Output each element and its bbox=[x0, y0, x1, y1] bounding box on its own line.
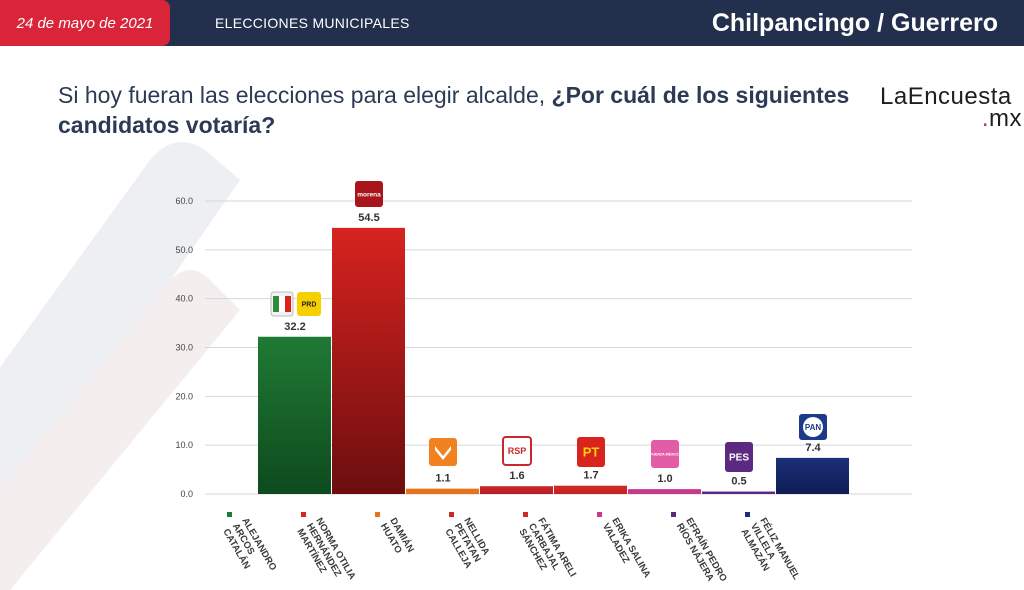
section-label: ELECCIONES MUNICIPALES bbox=[215, 15, 410, 31]
y-tick-label: 40.0 bbox=[175, 294, 193, 304]
x-axis-label: FÁTIMA ARELICARBAJALSÁNCHEZ bbox=[516, 516, 578, 589]
date-badge: 24 de mayo de 2021 bbox=[0, 0, 170, 46]
pt-logo: PT bbox=[577, 437, 605, 467]
legend-marker bbox=[301, 512, 306, 517]
legend-marker bbox=[227, 512, 232, 517]
party-logos: PRD morena RSP PT FUERZA MÉXICO PES PAN bbox=[270, 181, 827, 472]
svg-text:PES: PES bbox=[729, 453, 749, 464]
brand-tld: mx bbox=[989, 105, 1022, 132]
svg-text:PRD: PRD bbox=[302, 302, 317, 309]
x-axis-label: DAMIÁNHUATO bbox=[378, 516, 416, 560]
morena-logo: morena bbox=[355, 181, 383, 207]
top-bar: 24 de mayo de 2021 ELECCIONES MUNICIPALE… bbox=[0, 0, 1024, 46]
y-tick-label: 30.0 bbox=[175, 343, 193, 353]
svg-text:PAN: PAN bbox=[805, 423, 822, 432]
value-label: 1.7 bbox=[583, 470, 598, 482]
bars bbox=[258, 227, 849, 494]
fxm-logo: FUERZA MÉXICO bbox=[650, 440, 680, 468]
value-labels: 32.2 54.5 1.1 1.6 1.7 1.0 0.5 7.4 bbox=[284, 212, 821, 488]
brand-logo: LaEncuesta .mx bbox=[880, 83, 1024, 132]
value-label: 1.6 bbox=[509, 470, 524, 482]
y-tick-label: 60.0 bbox=[175, 196, 193, 206]
pri-logo bbox=[270, 291, 294, 317]
bar bbox=[628, 489, 701, 494]
location-title: Chilpancingo / Guerrero bbox=[711, 8, 998, 37]
bar bbox=[702, 491, 775, 494]
x-axis-label: ERIKA SALINAVALADEZ bbox=[600, 516, 653, 585]
legend-marker bbox=[745, 512, 750, 517]
bar bbox=[554, 485, 627, 494]
x-axis-label: NELLIDAPETATANCALLEJA bbox=[442, 516, 493, 571]
svg-text:RSP: RSP bbox=[508, 446, 527, 456]
legend-marker bbox=[375, 512, 380, 517]
svg-text:PT: PT bbox=[583, 445, 600, 460]
value-label: 1.0 bbox=[657, 473, 672, 485]
svg-text:FUERZA MÉXICO: FUERZA MÉXICO bbox=[650, 451, 680, 456]
rsp-logo: RSP bbox=[502, 436, 532, 466]
bar bbox=[480, 486, 553, 494]
y-tick-label: 20.0 bbox=[175, 391, 193, 401]
value-label: 7.4 bbox=[805, 442, 821, 454]
x-axis-label: FÉLIZ MANUELVILLELAALMAZÁN bbox=[738, 516, 802, 589]
y-axis-ticks: 0.0 10.0 20.0 30.0 40.0 50.0 60.0 bbox=[175, 196, 193, 499]
y-tick-label: 50.0 bbox=[175, 245, 193, 255]
legend-marker bbox=[523, 512, 528, 517]
y-tick-label: 0.0 bbox=[180, 489, 193, 499]
question-text: Si hoy fueran las elecciones para elegir… bbox=[58, 80, 858, 140]
bar bbox=[258, 336, 331, 494]
brand-dot: . bbox=[981, 105, 989, 132]
bar bbox=[406, 488, 479, 494]
value-label: 0.5 bbox=[731, 476, 746, 488]
legend-marker bbox=[671, 512, 676, 517]
bar bbox=[776, 457, 849, 494]
question-main: ¿Por cuál de los siguientes candidatos v… bbox=[58, 82, 850, 138]
legend-markers bbox=[227, 512, 750, 517]
mc-logo bbox=[429, 438, 457, 466]
x-axis-label: EFRAÍN PEDRORÍOS NÁJERA bbox=[674, 516, 729, 589]
svg-text:morena: morena bbox=[357, 191, 381, 198]
bar bbox=[332, 227, 405, 494]
decorative-stripes bbox=[0, 142, 240, 590]
x-axis-label: ALEJANDROARCOSCATALÁN bbox=[220, 516, 278, 584]
legend-marker bbox=[449, 512, 454, 517]
prd-logo: PRD bbox=[297, 292, 321, 316]
value-label: 1.1 bbox=[435, 473, 450, 485]
x-axis-labels: ALEJANDROARCOSCATALÁN NORMA OTILIAHERNÁND… bbox=[220, 516, 802, 589]
legend-marker bbox=[597, 512, 602, 517]
pan-logo: PAN bbox=[799, 414, 827, 440]
question-intro: Si hoy fueran las elecciones para elegir… bbox=[58, 82, 552, 108]
y-tick-label: 10.0 bbox=[175, 440, 193, 450]
pes-logo: PES bbox=[725, 442, 753, 472]
brand-name: LaEncuesta bbox=[880, 83, 1012, 110]
x-axis-label: NORMA OTILIAHERNÁNDEZMARTÍNEZ bbox=[294, 516, 357, 589]
value-label: 54.5 bbox=[358, 212, 379, 224]
value-label: 32.2 bbox=[284, 321, 305, 333]
